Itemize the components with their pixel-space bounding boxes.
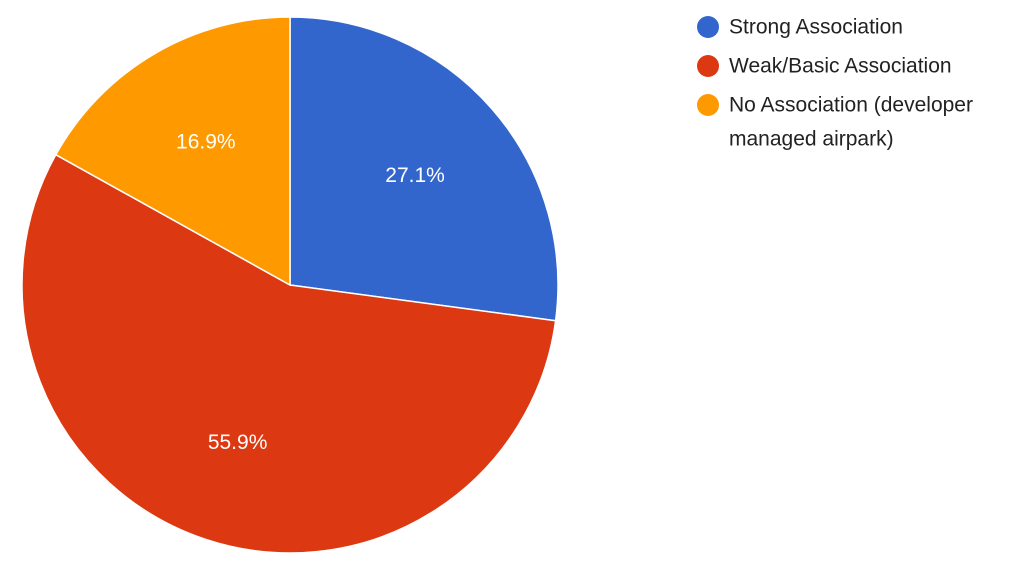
legend: Strong Association Weak/Basic Association… — [697, 16, 973, 151]
pie-slice-label-strong-association: 27.1% — [385, 164, 445, 187]
pie-slice-no-association-developer-managed-airpark — [54, 16, 291, 287]
pie-slices — [21, 16, 559, 554]
legend-swatch-weak-basic-association — [697, 55, 719, 77]
legend-label-no-association-developer-managed-airpark-line-2: managed airpark) — [729, 128, 894, 151]
legend-swatch-strong-association — [697, 16, 719, 38]
legend-label-no-association-developer-managed-airpark-line-1: No Association (developer — [729, 94, 973, 117]
legend-item-no-association-developer-managed-airpark: No Association (developer managed airpark… — [697, 94, 973, 151]
legend-label-weak-basic-association: Weak/Basic Association — [729, 55, 952, 78]
pie-slice-label-weak-basic-association: 55.9% — [208, 431, 268, 454]
pie-slice-strong-association — [289, 16, 559, 322]
pie-slice-labels: 27.1% 55.9% 16.9% — [176, 130, 445, 454]
legend-item-weak-basic-association: Weak/Basic Association — [697, 55, 952, 78]
pie-slice-weak-basic-association — [21, 153, 557, 554]
legend-item-strong-association: Strong Association — [697, 16, 903, 39]
legend-label-strong-association: Strong Association — [729, 16, 903, 39]
legend-swatch-no-association-developer-managed-airpark — [697, 94, 719, 116]
pie-slice-label-no-association-developer-managed-airpark: 16.9% — [176, 130, 236, 153]
